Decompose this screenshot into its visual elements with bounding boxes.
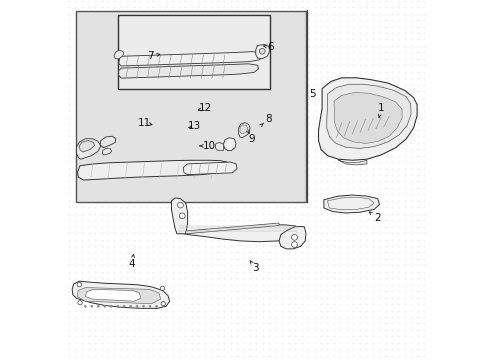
Circle shape xyxy=(84,305,87,307)
Polygon shape xyxy=(85,289,141,301)
Polygon shape xyxy=(114,50,124,59)
Circle shape xyxy=(259,48,265,54)
Polygon shape xyxy=(216,142,223,150)
Circle shape xyxy=(149,305,151,307)
Polygon shape xyxy=(172,198,188,234)
Circle shape xyxy=(177,202,183,208)
FancyArrowPatch shape xyxy=(250,261,253,264)
Polygon shape xyxy=(256,44,270,59)
Polygon shape xyxy=(77,160,229,180)
FancyArrowPatch shape xyxy=(378,114,381,117)
Polygon shape xyxy=(334,93,402,143)
Circle shape xyxy=(155,305,157,307)
Circle shape xyxy=(123,305,125,307)
Polygon shape xyxy=(177,225,299,242)
Polygon shape xyxy=(72,281,170,309)
Circle shape xyxy=(160,286,165,291)
Polygon shape xyxy=(119,64,259,78)
Polygon shape xyxy=(327,84,411,148)
FancyArrowPatch shape xyxy=(200,145,203,147)
Polygon shape xyxy=(76,12,306,202)
Circle shape xyxy=(91,305,93,307)
Text: 7: 7 xyxy=(147,51,153,61)
Circle shape xyxy=(110,305,112,307)
Polygon shape xyxy=(79,140,95,152)
Text: 2: 2 xyxy=(374,213,381,222)
Polygon shape xyxy=(279,226,306,249)
Circle shape xyxy=(77,283,81,287)
Circle shape xyxy=(292,242,297,247)
Text: 4: 4 xyxy=(129,259,135,269)
Text: 3: 3 xyxy=(252,263,259,273)
Polygon shape xyxy=(100,136,116,148)
Polygon shape xyxy=(183,162,237,175)
Circle shape xyxy=(129,305,132,307)
Bar xyxy=(118,15,270,89)
Text: 8: 8 xyxy=(265,114,271,124)
FancyArrowPatch shape xyxy=(149,123,152,125)
Circle shape xyxy=(104,305,106,307)
Polygon shape xyxy=(76,139,101,159)
Circle shape xyxy=(292,234,297,240)
Text: 5: 5 xyxy=(309,89,316,99)
Polygon shape xyxy=(338,160,367,165)
Polygon shape xyxy=(318,78,417,160)
Polygon shape xyxy=(223,138,236,150)
Text: 9: 9 xyxy=(249,134,255,144)
FancyArrowPatch shape xyxy=(157,54,160,56)
FancyArrowPatch shape xyxy=(369,212,372,215)
Polygon shape xyxy=(240,125,248,134)
Circle shape xyxy=(97,305,99,307)
Circle shape xyxy=(161,302,166,306)
FancyArrowPatch shape xyxy=(246,130,249,133)
Circle shape xyxy=(136,305,138,307)
Polygon shape xyxy=(324,195,379,213)
Text: 11: 11 xyxy=(138,118,151,128)
Circle shape xyxy=(117,305,119,307)
FancyArrowPatch shape xyxy=(260,123,264,127)
FancyArrowPatch shape xyxy=(132,255,134,257)
FancyArrowPatch shape xyxy=(198,108,201,111)
Text: 1: 1 xyxy=(378,103,385,113)
Polygon shape xyxy=(239,123,250,138)
Polygon shape xyxy=(77,288,161,304)
Circle shape xyxy=(143,305,145,307)
Text: 13: 13 xyxy=(188,121,201,131)
Text: 12: 12 xyxy=(199,103,212,113)
Polygon shape xyxy=(186,223,279,234)
Text: 10: 10 xyxy=(202,141,216,151)
FancyArrowPatch shape xyxy=(189,125,192,128)
Circle shape xyxy=(179,213,185,219)
Circle shape xyxy=(78,301,82,305)
Text: 6: 6 xyxy=(267,42,273,52)
FancyArrowPatch shape xyxy=(264,45,267,48)
Polygon shape xyxy=(102,148,112,155)
Polygon shape xyxy=(119,51,263,66)
